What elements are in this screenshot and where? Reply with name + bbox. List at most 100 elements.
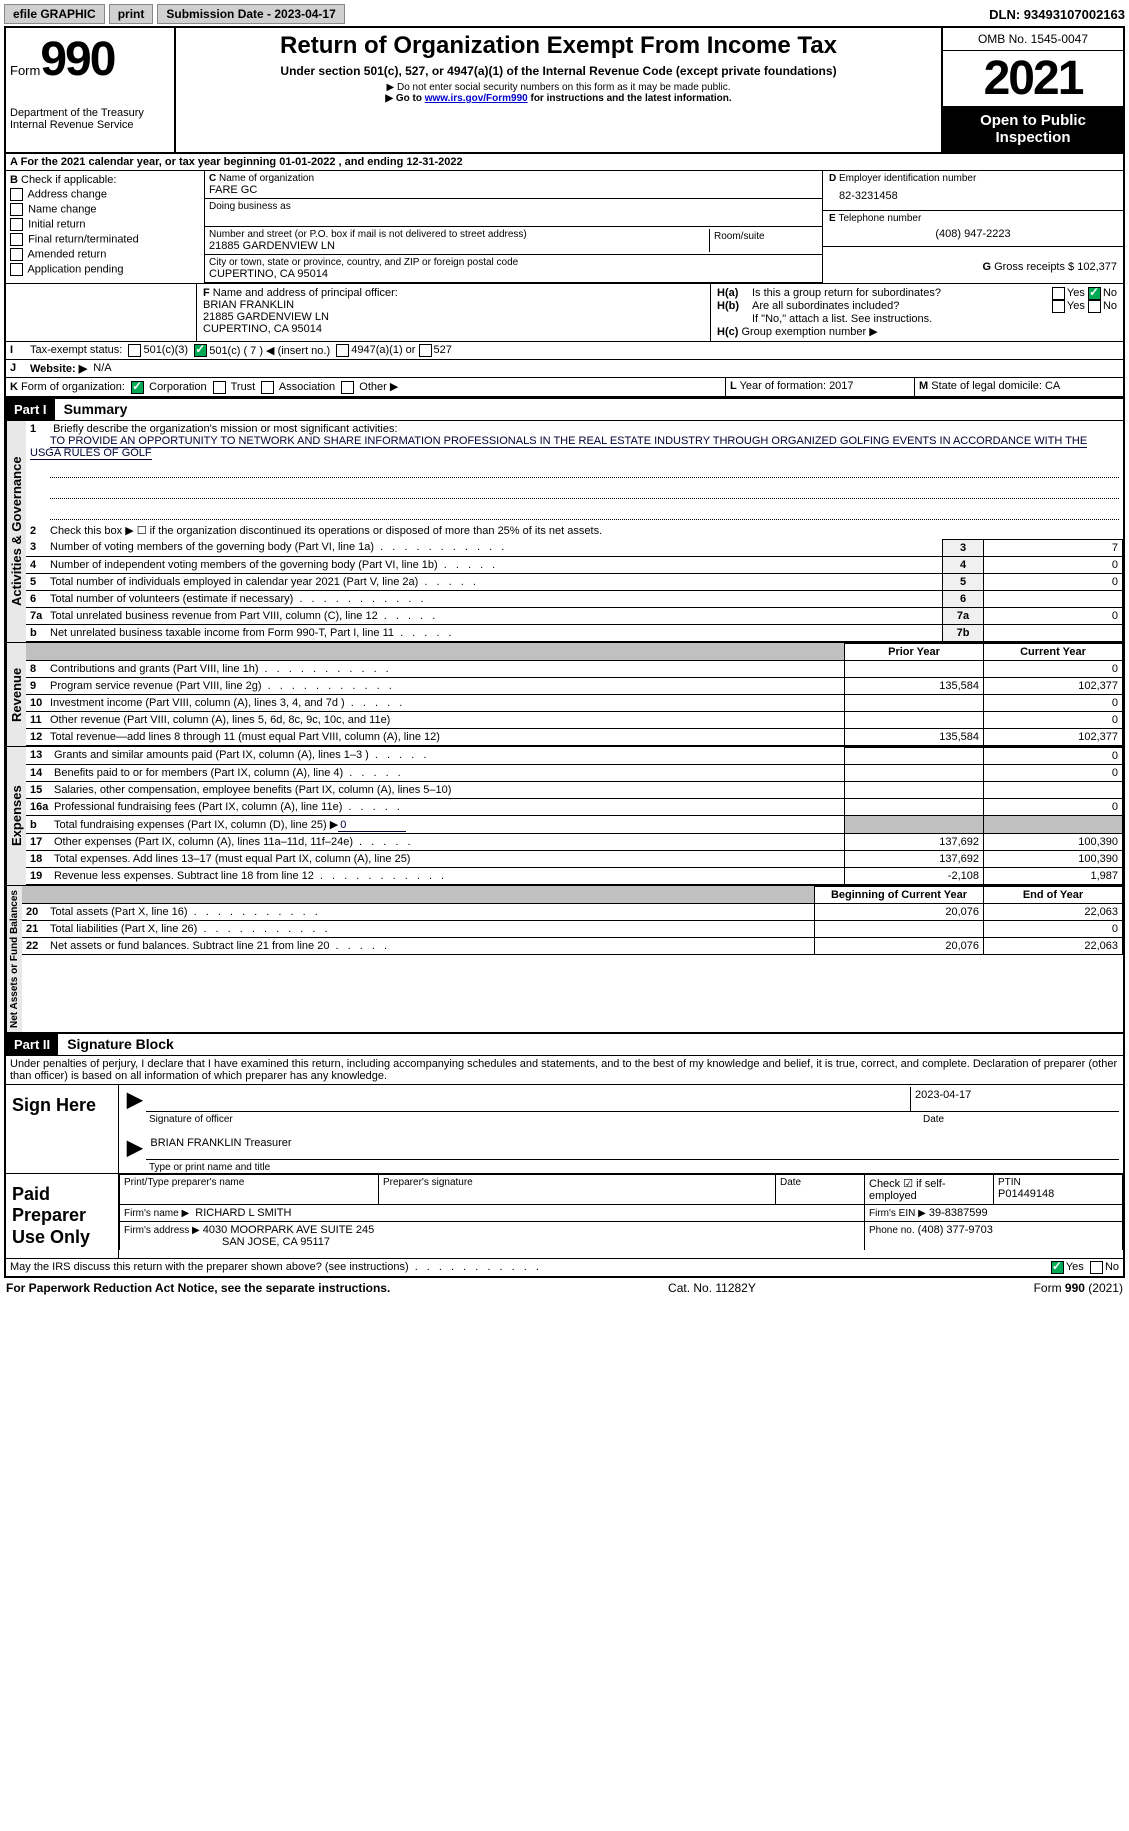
discuss-label: May the IRS discuss this return with the… [10, 1261, 1051, 1274]
hb-label: Are all subordinates included? [752, 300, 1052, 313]
prep-date-label: Date [780, 1177, 860, 1188]
goto-post: for instructions and the latest informat… [528, 93, 732, 104]
form-footer: Form 990 (2021) [1034, 1281, 1123, 1295]
website-label: Website: ▶ [30, 362, 87, 375]
line16a-label: Professional fundraising fees (Part IX, … [54, 801, 403, 813]
sig-date: 2023-04-17 [910, 1087, 1119, 1112]
firm-ein-label: Firm's EIN ▶ [869, 1208, 926, 1219]
cat-no: Cat. No. 11282Y [668, 1281, 756, 1295]
ptin-value: P01449148 [998, 1188, 1118, 1200]
501c-checkbox[interactable] [194, 344, 207, 357]
street-label: Number and street (or P.O. box if mail i… [209, 229, 709, 240]
hb-yes-checkbox[interactable] [1052, 300, 1065, 313]
ein-value: 82-3231458 [829, 184, 1117, 208]
sign-here-label: Sign Here [6, 1085, 119, 1173]
form-number: 990 [40, 33, 114, 86]
association-checkbox[interactable] [261, 381, 274, 394]
line15-label: Salaries, other compensation, employee b… [54, 784, 451, 796]
org-name-label: Name of organization [219, 173, 314, 184]
pra-notice: For Paperwork Reduction Act Notice, see … [6, 1281, 390, 1295]
mission-text: TO PROVIDE AN OPPORTUNITY TO NETWORK AND… [30, 435, 1087, 460]
mission-label: Briefly describe the organization's miss… [53, 423, 397, 435]
part2-title: Signature Block [61, 1036, 174, 1052]
ha-no-checkbox[interactable] [1088, 287, 1101, 300]
trust-checkbox[interactable] [213, 381, 226, 394]
ptin-label: PTIN [998, 1177, 1118, 1188]
room-suite-label: Room/suite [710, 229, 818, 252]
line16b-label: Total fundraising expenses (Part IX, col… [54, 819, 338, 831]
application-pending-checkbox[interactable] [10, 263, 23, 276]
hc-label: Group exemption number ▶ [741, 326, 877, 338]
line9-label: Program service revenue (Part VIII, line… [50, 680, 395, 692]
form-org-label: Form of organization: [21, 381, 125, 393]
501c3-checkbox[interactable] [128, 344, 141, 357]
city-state-zip: CUPERTINO, CA 95014 [209, 268, 818, 280]
discuss-no-checkbox[interactable] [1090, 1261, 1103, 1274]
print-button[interactable]: print [109, 4, 154, 24]
subtitle: Under section 501(c), 527, or 4947(a)(1)… [180, 64, 937, 78]
initial-return-checkbox[interactable] [10, 218, 23, 231]
firm-phone-label: Phone no. [869, 1225, 915, 1236]
hb-no-checkbox[interactable] [1088, 300, 1101, 313]
part1-title: Summary [58, 401, 128, 417]
city-label: City or town, state or province, country… [209, 257, 818, 268]
line21-label: Total liabilities (Part X, line 26) [50, 923, 331, 935]
expenses-label: Expenses [6, 747, 26, 885]
discuss-yes-checkbox[interactable] [1051, 1261, 1064, 1274]
org-name: FARE GC [209, 184, 818, 196]
ssn-note: Do not enter social security numbers on … [180, 82, 937, 93]
submission-date-button[interactable]: Submission Date - 2023-04-17 [157, 4, 344, 24]
line6-label: Total number of volunteers (estimate if … [50, 593, 427, 605]
sig-officer-label: Signature of officer [149, 1114, 923, 1125]
other-checkbox[interactable] [341, 381, 354, 394]
state-domicile-label: State of legal domicile: [931, 380, 1042, 392]
type-name-label: Type or print name and title [119, 1162, 1123, 1173]
4947-checkbox[interactable] [336, 344, 349, 357]
line3-label: Number of voting members of the governin… [50, 541, 507, 553]
date-label: Date [923, 1114, 1123, 1125]
dba-label: Doing business as [209, 201, 818, 212]
line18-label: Total expenses. Add lines 13–17 (must eq… [54, 853, 410, 865]
line7b-value [984, 624, 1123, 641]
irs-text: Internal Revenue Service [10, 119, 170, 131]
line11-label: Other revenue (Part VIII, column (A), li… [50, 714, 390, 726]
officer-addr2: CUPERTINO, CA 95014 [203, 323, 704, 335]
officer-addr1: 21885 GARDENVIEW LN [203, 311, 704, 323]
state-domicile-value: CA [1045, 380, 1060, 392]
line7a-value: 0 [984, 607, 1123, 624]
final-return-checkbox[interactable] [10, 233, 23, 246]
dln-text: DLN: 93493107002163 [989, 7, 1125, 22]
sign-arrow-icon-2: ▶ [123, 1135, 146, 1160]
net-assets-label: Net Assets or Fund Balances [6, 886, 22, 1032]
firm-name-label: Firm's name ▶ [124, 1208, 189, 1219]
omb-number: OMB No. 1545-0047 [943, 28, 1123, 51]
ha-yes-checkbox[interactable] [1052, 287, 1065, 300]
line4-label: Number of independent voting members of … [50, 559, 498, 571]
boy-header: Beginning of Current Year [815, 886, 984, 903]
name-change-checkbox[interactable] [10, 203, 23, 216]
line7a-label: Total unrelated business revenue from Pa… [50, 610, 438, 622]
line6-value [984, 590, 1123, 607]
firm-name-value: RICHARD L SMITH [195, 1207, 291, 1219]
amended-return-checkbox[interactable] [10, 248, 23, 261]
irs-link[interactable]: www.irs.gov/Form990 [425, 93, 528, 104]
address-change-checkbox[interactable] [10, 188, 23, 201]
open-to-public: Open to Public Inspection [943, 107, 1123, 152]
efile-button[interactable]: efile GRAPHIC [4, 4, 105, 24]
prep-sig-label: Preparer's signature [383, 1177, 771, 1188]
line-a: A For the 2021 calendar year, or tax yea… [6, 154, 1123, 171]
check-applicable-label: Check if applicable: [21, 174, 116, 186]
current-year-header: Current Year [984, 643, 1123, 660]
ha-label: Is this a group return for subordinates? [752, 287, 1052, 300]
tax-year: 2021 [943, 51, 1123, 107]
ein-label: Employer identification number [839, 173, 976, 184]
line3-value: 7 [984, 539, 1123, 556]
officer-name: BRIAN FRANKLIN [203, 299, 704, 311]
phone-label: Telephone number [838, 213, 921, 224]
line14-label: Benefits paid to or for members (Part IX… [54, 767, 404, 779]
goto-pre: Go to [396, 93, 425, 104]
tax-exempt-label: Tax-exempt status: [30, 344, 122, 357]
prior-year-header: Prior Year [845, 643, 984, 660]
527-checkbox[interactable] [419, 344, 432, 357]
corporation-checkbox[interactable] [131, 381, 144, 394]
